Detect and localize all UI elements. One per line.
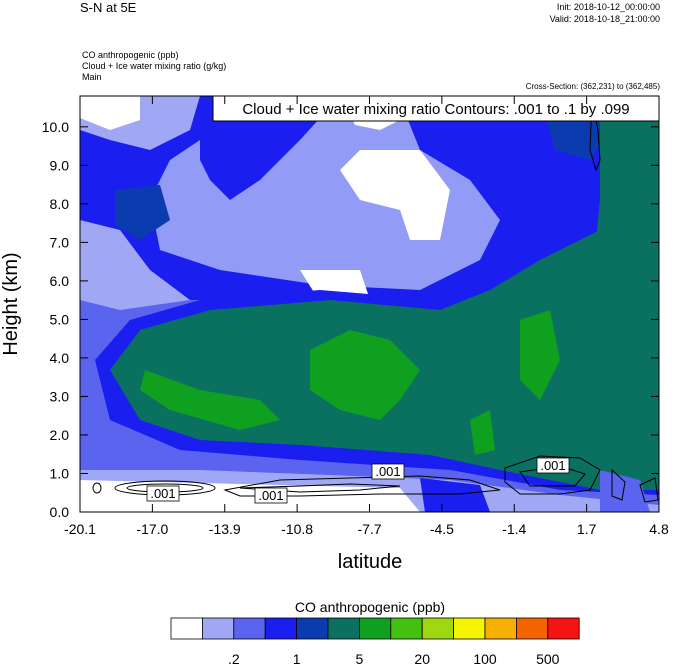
x-tick-label: -20.1 bbox=[64, 521, 96, 537]
y-tick-label: 0.0 bbox=[50, 504, 70, 520]
colorbar-swatch bbox=[327, 617, 360, 640]
colorbar-label: .2 bbox=[228, 651, 240, 667]
colorbar-swatch bbox=[264, 617, 298, 640]
x-tick-label: -4.5 bbox=[430, 521, 454, 537]
x-axis-label: latitude bbox=[338, 551, 403, 573]
x-tick-label: 1.7 bbox=[577, 521, 597, 537]
x-axis: -20.1 -17.0 -13.9 -10.8 -7.7 -4.5 -1.4 1.7 4.8 bbox=[64, 96, 669, 537]
contour-value-labels: .001 .001 .001 .001 bbox=[146, 457, 570, 504]
field-co-label: CO anthropogenic (ppb) bbox=[82, 50, 179, 60]
colorbar-swatch bbox=[233, 617, 266, 640]
x-tick-label: -10.8 bbox=[281, 521, 313, 537]
co-field-fill bbox=[80, 96, 659, 512]
y-tick-label: 8.0 bbox=[50, 196, 70, 212]
field-main-label: Main bbox=[82, 72, 102, 82]
colorbar-swatch bbox=[201, 617, 235, 640]
y-tick-label: 7.0 bbox=[50, 234, 70, 250]
field-cloud-label: Cloud + Ice water mixing ratio (g/kg) bbox=[82, 61, 227, 71]
colorbar-label: 1 bbox=[293, 651, 301, 667]
init-time: Init: 2018-10-12_00:00:00 bbox=[556, 2, 660, 12]
y-tick-label: 10.0 bbox=[42, 119, 69, 135]
plot-title: S-N at 5E bbox=[80, 0, 137, 15]
colorbar-swatch bbox=[390, 617, 423, 640]
contour-info-text: Cloud + Ice water mixing ratio Contours:… bbox=[242, 101, 629, 118]
colorbar-label: 100 bbox=[473, 651, 497, 667]
colorbar: .2 1 5 20 100 500 bbox=[170, 617, 580, 667]
y-tick-label: 4.0 bbox=[50, 350, 70, 366]
valid-time: Valid: 2018-10-18_21:00:00 bbox=[549, 14, 660, 24]
y-tick-label: 6.0 bbox=[50, 273, 70, 289]
colorbar-swatch bbox=[421, 617, 455, 640]
x-tick-label: -1.4 bbox=[502, 521, 526, 537]
y-tick-label: 1.0 bbox=[50, 465, 70, 481]
y-tick-label: 5.0 bbox=[50, 311, 70, 327]
y-axis: 0.0 1.0 2.0 3.0 4.0 5.0 6.0 7.0 8.0 9.0 10.0 bbox=[42, 119, 659, 520]
x-tick-label: -7.7 bbox=[357, 521, 381, 537]
colorbar-label: 500 bbox=[536, 651, 560, 667]
contour-label-4: .001 bbox=[540, 458, 565, 473]
contour-info-box: Cloud + Ice water mixing ratio Contours:… bbox=[212, 95, 660, 122]
colorbar-swatch bbox=[547, 617, 580, 640]
colorbar-swatch bbox=[453, 617, 486, 640]
colorbar-swatch bbox=[484, 617, 517, 640]
colorbar-swatch bbox=[170, 617, 203, 640]
x-tick-label: -17.0 bbox=[136, 521, 168, 537]
colorbar-label: 20 bbox=[414, 651, 430, 667]
y-tick-label: 3.0 bbox=[50, 388, 70, 404]
y-tick-label: 9.0 bbox=[50, 157, 70, 173]
colorbar-title: CO anthropogenic (ppb) bbox=[295, 599, 445, 615]
x-tick-label: 4.8 bbox=[649, 521, 669, 537]
colorbar-swatch bbox=[358, 617, 392, 640]
x-tick-label: -13.9 bbox=[209, 521, 241, 537]
contour-label-2: .001 bbox=[258, 488, 283, 503]
colorbar-label: 5 bbox=[356, 651, 364, 667]
y-tick-label: 2.0 bbox=[50, 427, 70, 443]
contour-label-3: .001 bbox=[375, 464, 400, 479]
y-axis-label: Height (km) bbox=[0, 252, 22, 355]
colorbar-swatch bbox=[516, 617, 549, 640]
contour-label-1: .001 bbox=[150, 486, 175, 501]
cross-section-label: Cross-Section: (362,231) to (362,485) bbox=[525, 82, 660, 91]
colorbar-swatch bbox=[296, 617, 329, 640]
